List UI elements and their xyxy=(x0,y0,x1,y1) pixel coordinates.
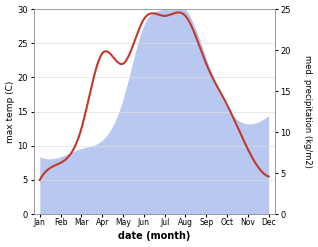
Y-axis label: med. precipitation (kg/m2): med. precipitation (kg/m2) xyxy=(303,55,313,168)
Y-axis label: max temp (C): max temp (C) xyxy=(5,80,15,143)
X-axis label: date (month): date (month) xyxy=(118,231,190,242)
